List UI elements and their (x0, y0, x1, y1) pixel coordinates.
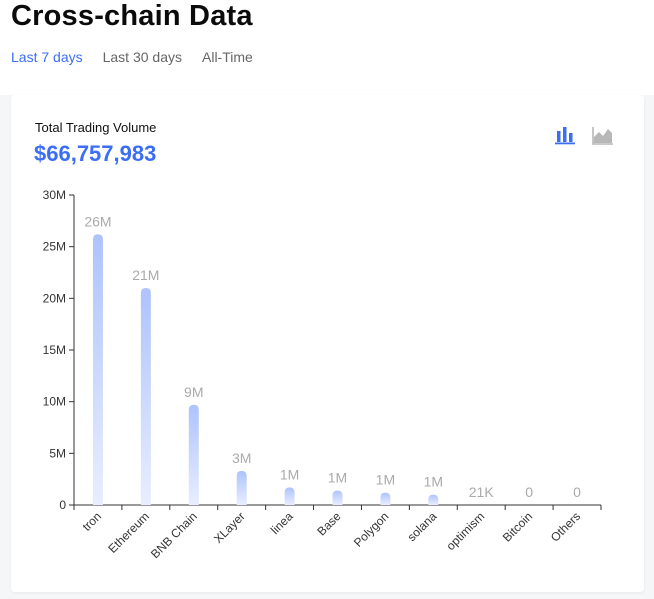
tab-all-time[interactable]: All-Time (202, 49, 253, 65)
tab-last-30-days[interactable]: Last 30 days (102, 49, 182, 65)
x-tick-label: BNB Chain (148, 509, 200, 561)
x-tick-label: Base (314, 509, 343, 538)
data-label: 1M (376, 472, 395, 488)
bar (428, 494, 439, 505)
time-range-tabs: Last 7 days Last 30 days All-Time (11, 49, 253, 65)
x-tick-label: Bitcoin (500, 509, 535, 544)
y-tick-label: 20M (43, 291, 66, 305)
y-tick-label: 0 (59, 498, 66, 512)
data-label: 1M (328, 470, 347, 486)
bar (236, 470, 247, 505)
total-trading-volume: $66,757,983 (34, 141, 157, 166)
data-label: 21K (469, 484, 495, 500)
area-chart-icon[interactable] (592, 125, 614, 145)
page-title: Cross-chain Data (11, 0, 253, 32)
y-tick-label: 10M (43, 395, 66, 409)
data-label: 0 (573, 484, 581, 500)
data-label: 1M (280, 466, 299, 482)
data-label: 3M (232, 450, 251, 466)
x-tick-label: Polygon (351, 509, 392, 550)
data-label: 26M (84, 213, 111, 229)
card-label: Total Trading Volume (35, 120, 157, 135)
bar (188, 404, 199, 505)
x-tick-label: Others (548, 509, 583, 544)
y-tick-label: 30M (43, 188, 66, 202)
tab-last-7-days[interactable]: Last 7 days (11, 49, 83, 65)
bar (140, 288, 151, 505)
data-label: 21M (132, 267, 159, 283)
data-label: 0 (525, 484, 533, 500)
data-label: 1M (424, 474, 443, 490)
x-tick-label: linea (268, 509, 296, 537)
x-tick-label: solana (405, 509, 440, 544)
y-tick-label: 5M (49, 446, 66, 460)
y-tick-label: 15M (43, 343, 66, 357)
bar (92, 234, 103, 505)
chart-type-switch (554, 125, 614, 145)
x-tick-label: Ethereum (105, 509, 152, 556)
trading-volume-card: Total Trading Volume $66,757,983 0 5M 10M (11, 95, 644, 592)
data-label: 9M (184, 384, 203, 400)
x-tick-label: optimism (443, 509, 487, 553)
y-tick-label: 25M (43, 240, 66, 254)
x-tick-label: tron (80, 509, 105, 534)
bar (332, 490, 343, 505)
bar (284, 487, 295, 505)
bar (380, 492, 391, 505)
bar-chart-icon[interactable] (554, 125, 576, 145)
x-tick-label: XLayer (211, 509, 248, 546)
page-header: Cross-chain Data Last 7 days Last 30 day… (0, 0, 654, 95)
